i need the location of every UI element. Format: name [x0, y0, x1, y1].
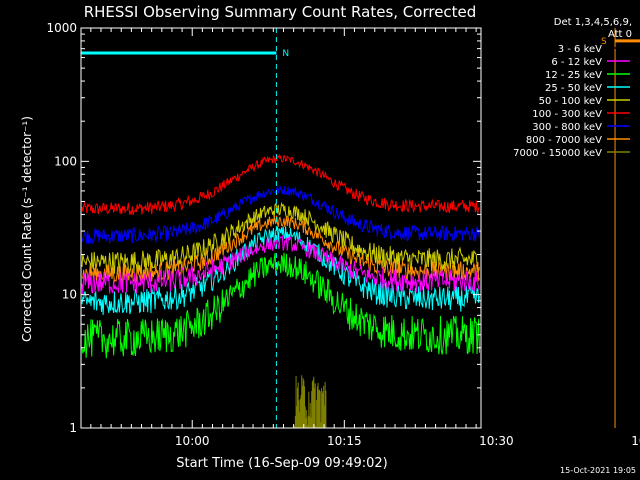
y-axis-label: Corrected Count Rate (s⁻¹ detector⁻¹)	[20, 116, 34, 342]
x-tick-label: 10:30	[479, 434, 514, 448]
legend-entry-label: 25 - 50 keV	[545, 83, 602, 94]
legend-entry-label: 800 - 7000 keV	[526, 135, 602, 146]
series-line-7	[81, 185, 480, 244]
legend-entry-label: 6 - 12 keV	[551, 57, 602, 68]
legend-header: Det 1,3,4,5,6,9,	[554, 17, 632, 28]
legend: Det 1,3,4,5,6,9,Att 0 3 - 6 keV 6 - 12 keV…	[513, 17, 632, 159]
y-tick-label: 10	[62, 288, 77, 302]
legend-entry-label: 7000 - 15000 keV	[513, 148, 602, 159]
burst-mark-1	[294, 375, 327, 428]
footer-timestamp: 15-Oct-2021 19:05	[560, 466, 636, 475]
legend-entry-label: 300 - 800 keV	[532, 122, 602, 133]
y-tick-label: 100	[54, 154, 77, 168]
series-line-2	[81, 234, 480, 295]
series-line-5	[81, 201, 480, 275]
x-tick-label: 10:15	[327, 434, 362, 448]
series-line-3	[81, 252, 480, 359]
series-line-1	[81, 250, 480, 359]
night-label: N	[282, 49, 289, 59]
chart-title: RHESSI Observing Summary Count Rates, Co…	[84, 3, 477, 21]
y-tick-label: 1	[69, 421, 77, 435]
series-layer	[81, 153, 480, 428]
series-line-8	[81, 215, 480, 284]
series-line-6	[81, 153, 480, 216]
legend-entry-label: 50 - 100 keV	[539, 96, 603, 107]
legend-entry-label: 100 - 300 keV	[532, 109, 602, 120]
y-tick-label: 1000	[46, 21, 77, 35]
legend-entry-label: 3 - 6 keV	[558, 44, 602, 55]
series-line-4	[81, 226, 480, 316]
x-axis-label: Start Time (16-Sep-09 09:49:02)	[176, 456, 387, 471]
plot-frame	[80, 27, 482, 429]
x-tick-label: 10:45	[631, 434, 640, 448]
legend-header: Att 0	[608, 29, 632, 40]
legend-entry-label: 12 - 25 keV	[545, 70, 602, 81]
x-tick-label: 10:00	[175, 434, 210, 448]
saa-label: S	[601, 37, 607, 47]
